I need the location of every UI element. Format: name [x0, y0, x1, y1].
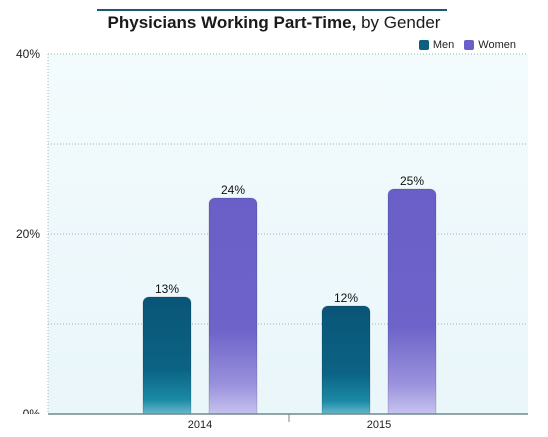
legend: Men Women: [418, 39, 516, 51]
x-tick-label: 2015: [367, 419, 391, 431]
chart-title-main: Physicians Working Part-Time,: [107, 13, 357, 32]
y-axis: 0%20%40%: [16, 47, 40, 421]
bars: [142, 188, 437, 419]
value-labels: 13% 12% 24% 25%: [155, 174, 424, 305]
legend-swatch-women: [464, 40, 475, 50]
title-rule: [97, 9, 447, 11]
legend-swatch-men: [418, 40, 429, 50]
gridlines: [47, 53, 528, 414]
y-tick-label: 40%: [16, 47, 40, 61]
chart-title: Physicians Working Part-Time, by Gender: [0, 13, 548, 33]
bar-women-2015: [387, 188, 437, 419]
value-label: 12%: [334, 291, 358, 305]
legend-item-men: Men: [418, 39, 455, 51]
bar-men-2014: [142, 296, 192, 419]
x-axis-background: [0, 414, 548, 437]
value-label: 25%: [400, 174, 424, 188]
value-label: 13%: [155, 282, 179, 296]
chart-title-suffix: by Gender: [361, 13, 441, 32]
value-label: 24%: [221, 183, 245, 197]
x-axis: 2014 2015: [0, 413, 548, 437]
bar-men-2015: [321, 305, 371, 419]
y-tick-label: 20%: [16, 227, 40, 241]
legend-label-women: Women: [478, 39, 516, 51]
x-tick-label: 2014: [188, 419, 212, 431]
legend-item-women: Women: [464, 39, 516, 51]
legend-label-men: Men: [432, 39, 455, 51]
bar-women-2014: [208, 197, 258, 419]
